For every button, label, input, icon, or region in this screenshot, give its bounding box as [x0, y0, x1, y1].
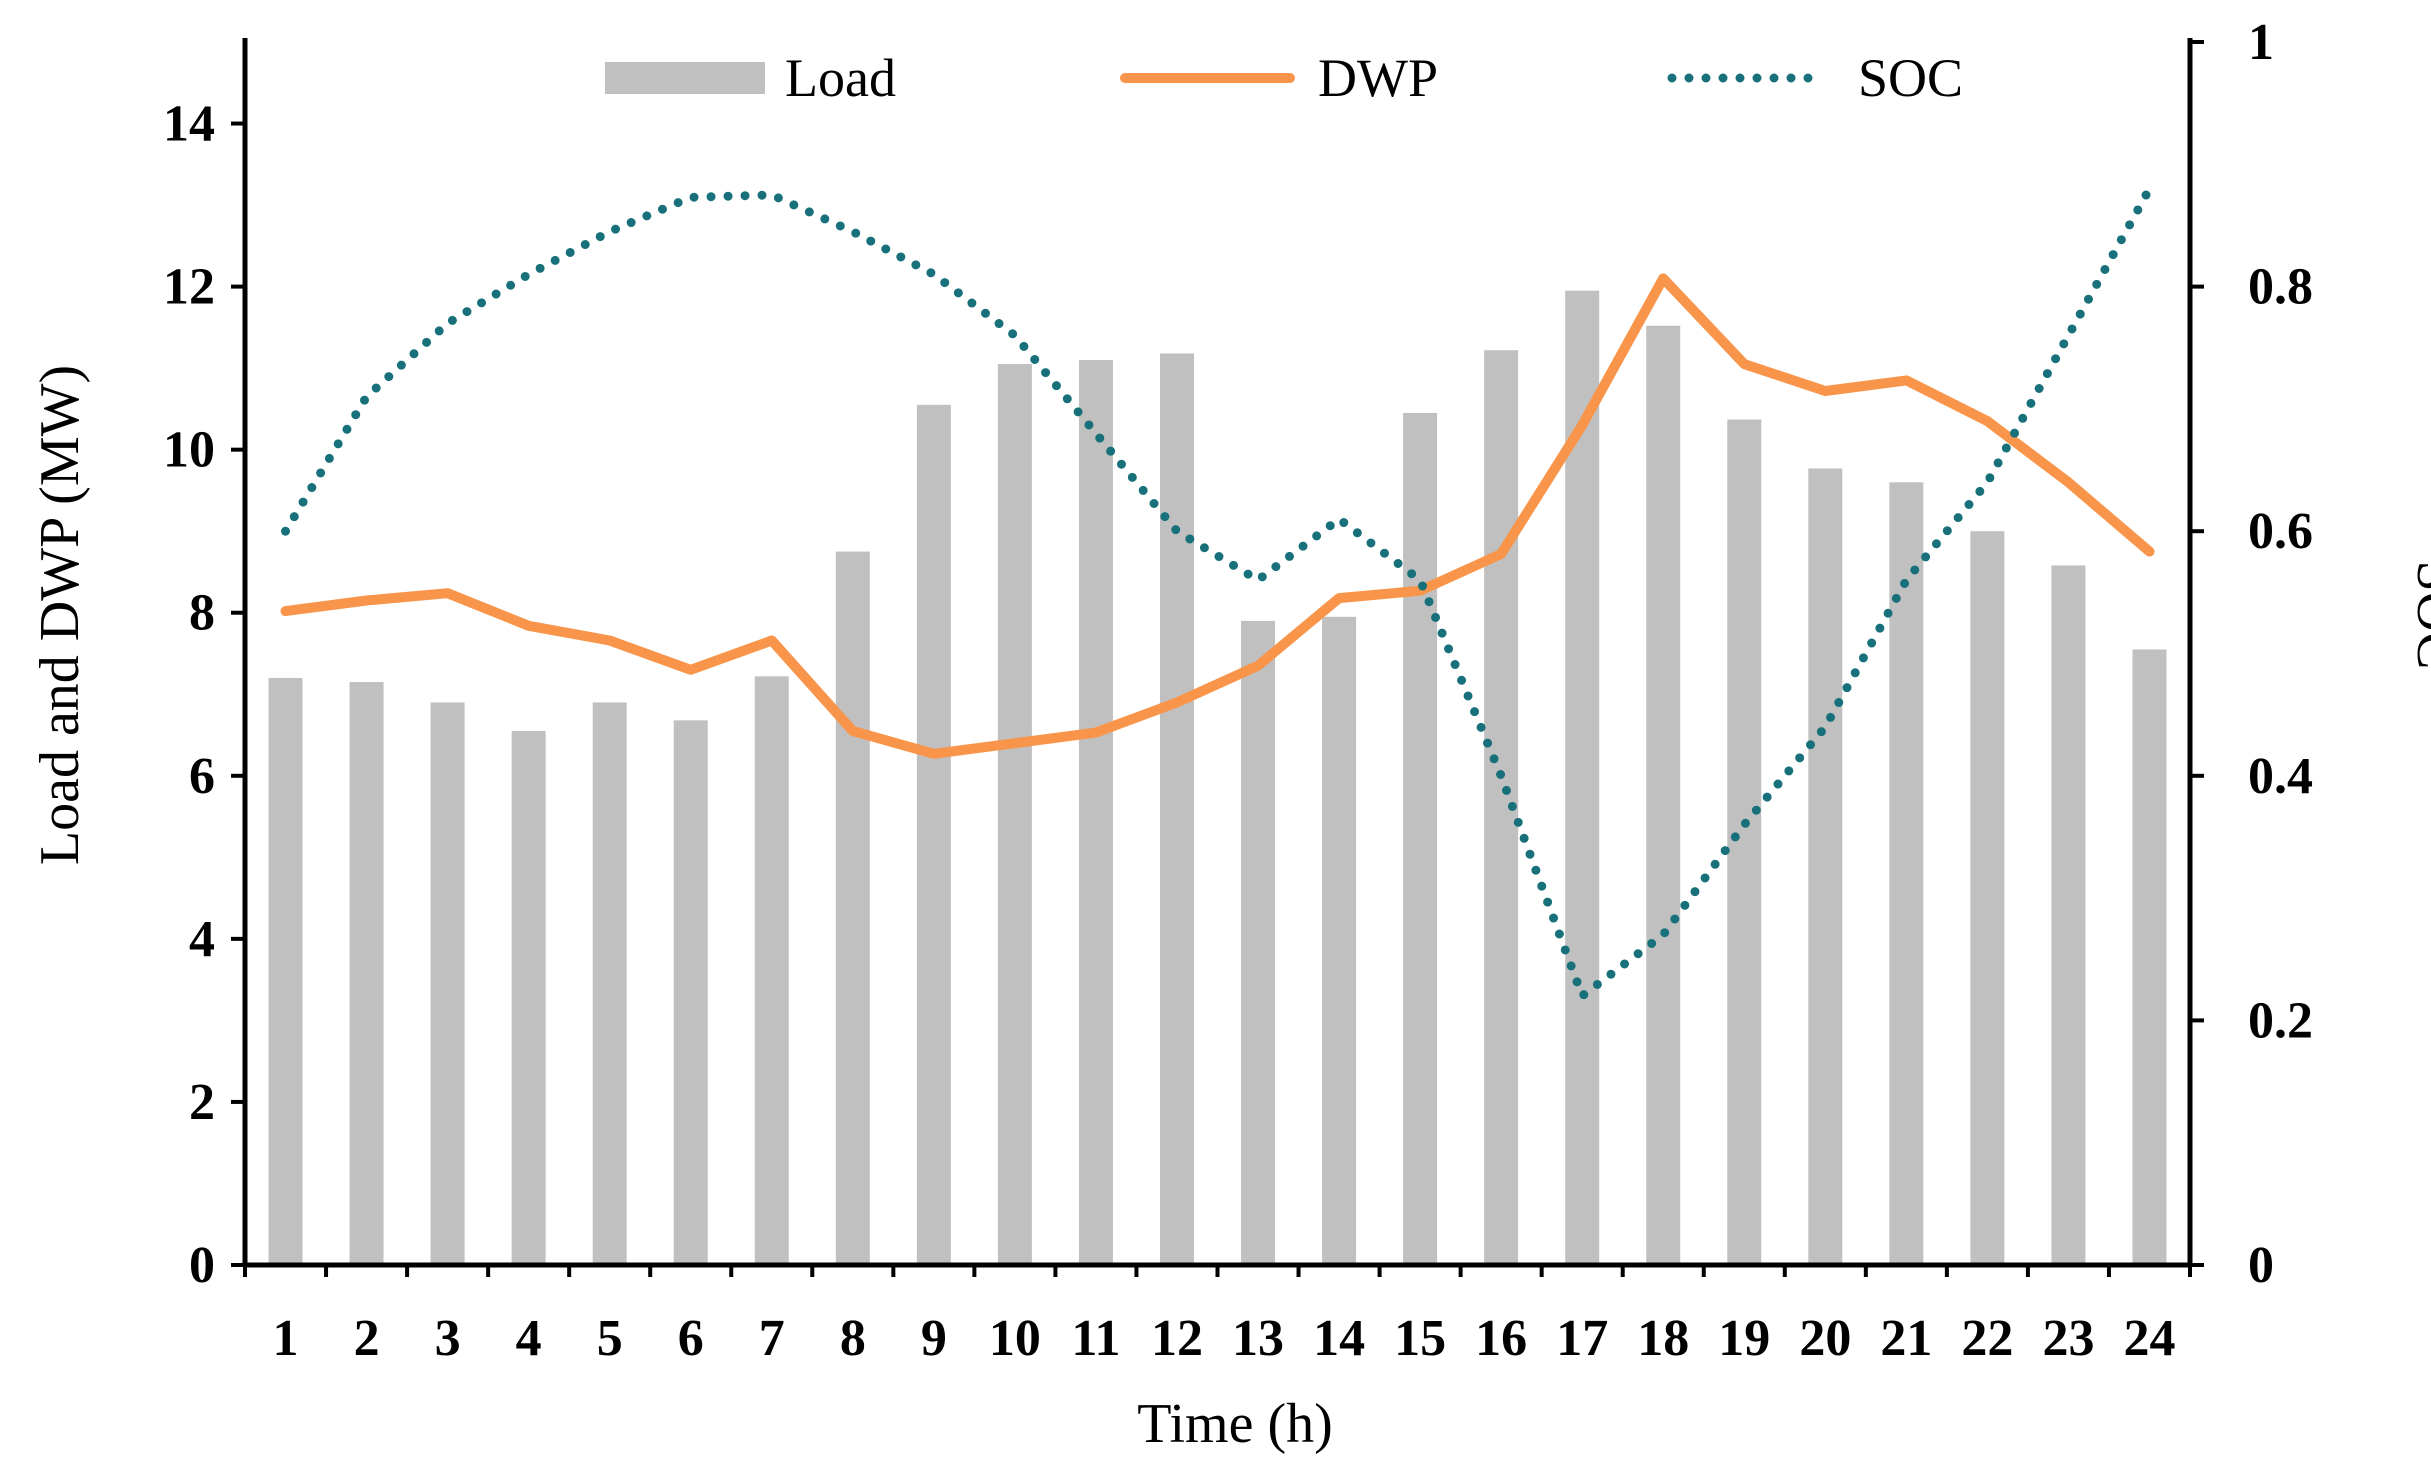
- load-bar-11: [1078, 359, 1113, 1266]
- y-tick-label-left-6: 6: [189, 748, 215, 805]
- x-tick-label-6: 6: [678, 1310, 704, 1367]
- load-bar-7: [754, 676, 789, 1265]
- y-tick-label-right-0: 0: [2248, 1237, 2274, 1294]
- legend-label-load: Load: [785, 48, 896, 108]
- x-tick-label-13: 13: [1232, 1310, 1284, 1367]
- load-bar-8: [835, 551, 870, 1265]
- load-bar-2: [349, 682, 384, 1265]
- load-bar-21: [1889, 482, 1924, 1265]
- line-layer: [280, 184, 2155, 1001]
- load-bar-20: [1808, 468, 1843, 1266]
- x-tick-label-18: 18: [1637, 1310, 1689, 1367]
- load-bar-18: [1646, 325, 1681, 1266]
- x-tick-label-16: 16: [1475, 1310, 1527, 1367]
- load-bar-9: [916, 404, 951, 1265]
- load-bar-1: [268, 677, 303, 1265]
- bar-layer: [268, 290, 2167, 1266]
- legend-label-dwp: DWP: [1318, 48, 1438, 108]
- x-tick-label-20: 20: [1799, 1310, 1851, 1367]
- x-tick-label-1: 1: [273, 1310, 299, 1367]
- x-tick-label-17: 17: [1556, 1310, 1608, 1367]
- x-axis-title: Time (h): [1137, 1393, 1333, 1455]
- y-tick-label-left-14: 14: [163, 96, 215, 153]
- legend: Load DWP SOC: [605, 48, 1963, 108]
- x-tick-label-22: 22: [1961, 1310, 2013, 1367]
- load-bar-3: [430, 702, 465, 1265]
- y-tick-label-right-0.4: 0.4: [2248, 748, 2313, 805]
- y-tick-label-left-2: 2: [189, 1074, 215, 1131]
- x-tick-label-15: 15: [1394, 1310, 1446, 1367]
- x-tick-label-7: 7: [759, 1310, 785, 1367]
- load-bar-4: [511, 730, 546, 1265]
- x-tick-label-10: 10: [989, 1310, 1041, 1367]
- load-bar-19: [1727, 419, 1762, 1265]
- load-bar-24: [2132, 649, 2167, 1265]
- x-tick-label-8: 8: [840, 1310, 866, 1367]
- x-tick-label-4: 4: [516, 1310, 542, 1367]
- x-tick-label-19: 19: [1718, 1310, 1770, 1367]
- load-bar-6: [673, 720, 708, 1265]
- load-bar-14: [1322, 616, 1357, 1265]
- load-bar-5: [592, 702, 627, 1265]
- x-tick-label-23: 23: [2042, 1310, 2094, 1367]
- x-tick-label-12: 12: [1151, 1310, 1203, 1367]
- y-tick-label-left-10: 10: [163, 422, 215, 479]
- x-tick-label-3: 3: [435, 1310, 461, 1367]
- load-bar-23: [2051, 565, 2086, 1265]
- load-bar-22: [1970, 531, 2005, 1265]
- x-tick-label-2: 2: [354, 1310, 380, 1367]
- load-bar-12: [1159, 353, 1194, 1265]
- y-tick-label-right-0.2: 0.2: [2248, 992, 2313, 1049]
- load-bar-13: [1241, 620, 1276, 1265]
- y-tick-label-left-12: 12: [163, 259, 215, 316]
- y-tick-label-left-4: 4: [189, 911, 215, 968]
- y-tick-label-left-8: 8: [189, 585, 215, 642]
- legend-label-soc: SOC: [1858, 48, 1963, 108]
- dwp-line: [280, 273, 2155, 759]
- x-tick-label-21: 21: [1880, 1310, 1932, 1367]
- y-tick-label-left-0: 0: [189, 1237, 215, 1294]
- load-bar-17: [1565, 290, 1600, 1266]
- x-tick-label-5: 5: [597, 1310, 623, 1367]
- y-axis-title-left: Load and DWP (MW): [29, 365, 91, 865]
- load-bar-10: [997, 364, 1032, 1266]
- x-tick-label-24: 24: [2123, 1310, 2175, 1367]
- y-tick-label-right-0.6: 0.6: [2248, 503, 2313, 560]
- soc-line: [281, 184, 2154, 1001]
- y-axis-title-right: SOC: [2405, 561, 2431, 670]
- y-tick-label-right-1: 1: [2248, 14, 2274, 71]
- y-tick-label-right-0.8: 0.8: [2248, 259, 2313, 316]
- x-tick-label-11: 11: [1071, 1310, 1120, 1367]
- load-bar-15: [1403, 412, 1438, 1265]
- x-tick-label-14: 14: [1313, 1310, 1365, 1367]
- x-tick-label-9: 9: [921, 1310, 947, 1367]
- legend-swatch-load: [605, 62, 765, 94]
